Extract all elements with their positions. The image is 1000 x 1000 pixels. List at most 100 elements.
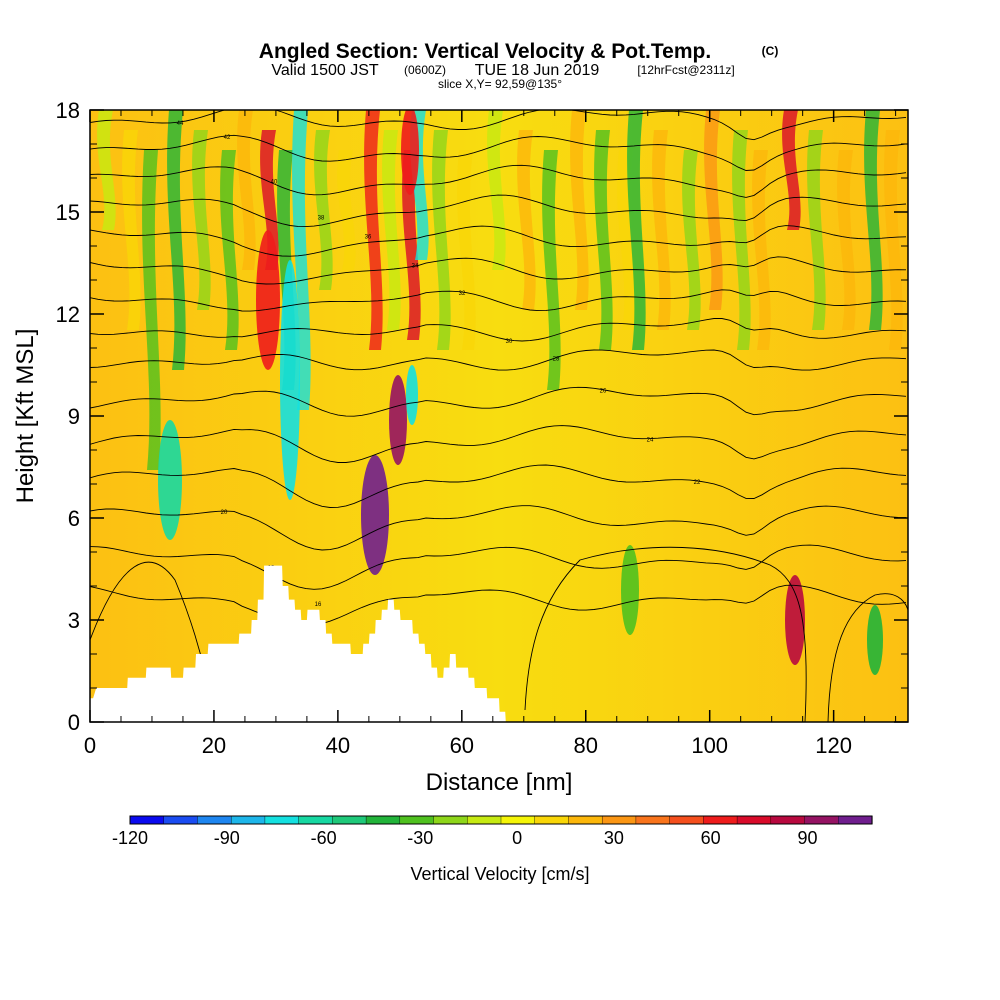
- velocity-band: [337, 150, 356, 270]
- isentrope-label: 32: [459, 291, 466, 297]
- isentrope-label: 20: [221, 510, 228, 516]
- y-tick-label: 18: [56, 98, 80, 123]
- isentrope-label: 44: [177, 121, 184, 127]
- colorbar-tick-label: -90: [214, 828, 240, 848]
- x-tick-label: 100: [691, 733, 728, 758]
- isentrope-line: [90, 318, 907, 342]
- velocity-band: [142, 150, 161, 470]
- velocity-band: [237, 110, 256, 270]
- isentrope-label: 24: [647, 438, 654, 444]
- velocity-core: [256, 230, 280, 370]
- isentrope-line: [90, 134, 907, 171]
- velocity-band: [864, 110, 883, 330]
- chart-title-units: (C): [762, 44, 779, 58]
- velocity-band: [517, 130, 536, 310]
- velocity-band: [382, 130, 401, 330]
- velocity-band: [122, 130, 141, 330]
- colorbar-swatch: [197, 815, 232, 825]
- isentrope-line: [90, 256, 907, 285]
- velocity-band: [192, 130, 211, 310]
- isentrope-line: [90, 505, 907, 551]
- velocity-band: [570, 110, 589, 310]
- x-tick-label: 60: [450, 733, 474, 758]
- colorbar-tick-label: 90: [797, 828, 817, 848]
- colorbar-swatch: [399, 815, 435, 825]
- isentrope-line: [90, 544, 907, 590]
- velocity-band: [682, 150, 701, 330]
- y-tick-label: 15: [56, 200, 80, 225]
- velocity-core: [785, 575, 805, 665]
- velocity-band: [807, 130, 826, 330]
- y-tick-label: 0: [68, 710, 80, 735]
- velocity-band: [44, 130, 63, 430]
- colorbar-swatch: [568, 815, 603, 825]
- colorbar-swatch: [804, 815, 839, 825]
- valid-zulu: (0600Z): [404, 63, 446, 77]
- velocity-core: [158, 420, 182, 540]
- x-tick-label: 20: [202, 733, 226, 758]
- colorbar-tick-label: -30: [407, 828, 433, 848]
- velocity-band: [292, 110, 311, 410]
- x-tick-label: 0: [84, 733, 96, 758]
- colorbar-tick-label: 60: [701, 828, 721, 848]
- velocity-band: [364, 110, 383, 350]
- y-tick-label: 9: [68, 404, 80, 429]
- isentrope-line: [90, 289, 907, 312]
- velocity-band: [432, 130, 451, 350]
- velocity-band: [62, 150, 81, 410]
- y-tick-label: 3: [68, 608, 80, 633]
- isentrope-line: [90, 425, 907, 463]
- velocity-core: [401, 110, 419, 195]
- colorbar-swatch: [365, 815, 401, 825]
- velocity-band: [220, 150, 239, 350]
- colorbar-swatch: [601, 815, 637, 825]
- velocity-band: [167, 110, 186, 370]
- velocity-core: [361, 455, 389, 575]
- colorbar-swatch: [163, 815, 199, 825]
- y-tick-label: 6: [68, 506, 80, 531]
- colorbar-swatch: [770, 815, 806, 825]
- isentrope-line: [90, 584, 907, 627]
- colorbar-swatch: [332, 815, 367, 825]
- velocity-band: [487, 110, 506, 270]
- valid-prefix: Valid 1500 JST: [271, 62, 379, 79]
- velocity-core: [280, 260, 300, 500]
- x-tick-label: 80: [574, 733, 598, 758]
- y-tick-label: 12: [56, 302, 80, 327]
- colorbar-swatch: [230, 815, 266, 825]
- velocity-band: [652, 130, 671, 330]
- velocity-band: [457, 150, 476, 350]
- colorbar-swatch: [736, 815, 772, 825]
- isentrope-line: [90, 349, 907, 371]
- x-axis-label: Distance [nm]: [426, 769, 573, 796]
- colorbar-swatch: [129, 815, 165, 825]
- velocity-band: [782, 110, 801, 230]
- velocity-band: [884, 130, 903, 350]
- colorbar-tick-label: -120: [112, 828, 148, 848]
- slice-info: slice X,Y= 92,59@135°: [438, 77, 562, 91]
- colorbar-swatch: [838, 815, 873, 825]
- isentrope-label: 28: [553, 357, 560, 363]
- velocity-band: [97, 110, 116, 230]
- isentrope-label: 26: [600, 389, 607, 395]
- isentrope-line: [90, 464, 907, 508]
- isentrope-line: [827, 593, 908, 722]
- colorbar-swatch: [264, 815, 300, 825]
- terrain-mask: [90, 565, 506, 722]
- isentrope-line: [90, 386, 907, 417]
- colorbar-label: Vertical Velocity [cm/s]: [410, 864, 589, 884]
- plot-area: 444240383634323028262422201816: [44, 110, 908, 722]
- isentrope-line: [90, 110, 907, 141]
- colorbar-swatch: [500, 815, 536, 825]
- velocity-band: [402, 150, 421, 340]
- velocity-band: [260, 130, 279, 270]
- y-axis-label: Height [Kft MSL]: [12, 329, 39, 504]
- isentrope-label: 42: [224, 135, 231, 141]
- isentrope-line: [90, 194, 907, 228]
- colorbar-tick-label: -60: [311, 828, 337, 848]
- colorbar-swatch: [467, 815, 502, 825]
- isentrope-label: 30: [506, 339, 513, 345]
- colorbar-swatch: [534, 815, 570, 825]
